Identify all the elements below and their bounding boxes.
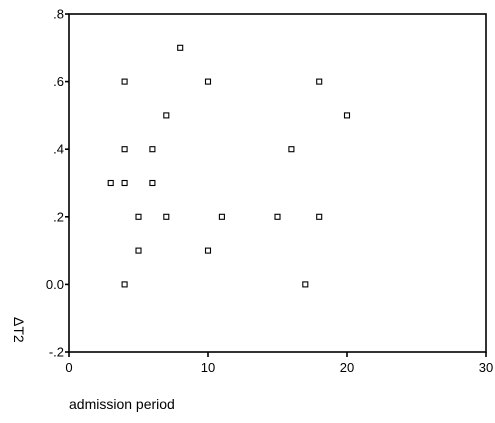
data-point (121, 281, 128, 288)
data-point (274, 213, 281, 220)
x-tick-label: 30 (479, 360, 493, 375)
data-point (316, 78, 323, 85)
y-tick-label: 0.0 (46, 277, 64, 292)
x-axis-ticks: 0 10 20 30 (65, 352, 493, 375)
data-point (177, 44, 184, 51)
data-point (135, 213, 142, 220)
data-point (135, 247, 142, 254)
y-tick-label: .2 (53, 209, 64, 224)
data-point (121, 179, 128, 187)
data-point (163, 112, 170, 119)
y-tick-label: .6 (53, 74, 64, 89)
data-point (121, 146, 128, 153)
y-tick-label: .8 (53, 7, 64, 22)
data-point (121, 78, 128, 85)
data-point (149, 179, 156, 187)
x-tick-label: 10 (201, 360, 215, 375)
data-point (288, 146, 295, 153)
y-tick-label: -.2 (49, 345, 64, 360)
x-tick-label: 0 (65, 360, 72, 375)
data-point (218, 213, 225, 220)
data-point (343, 112, 351, 119)
y-axis-ticks: -.2 0.0 .2 .4 .6 .8 (46, 7, 69, 360)
x-axis-title: admission period (69, 396, 175, 412)
axes (68, 13, 487, 353)
data-point (302, 281, 309, 288)
plot-frame (68, 13, 487, 353)
data-point (163, 213, 170, 220)
y-tick-label: .4 (53, 142, 64, 157)
y-axis-title: ΔT2 (11, 317, 27, 343)
data-point (204, 78, 212, 85)
x-tick-label: 20 (340, 360, 354, 375)
data-point (149, 146, 156, 153)
data-point (107, 179, 114, 187)
data-point (204, 247, 212, 254)
data-point (316, 213, 323, 220)
data-points (107, 44, 351, 288)
